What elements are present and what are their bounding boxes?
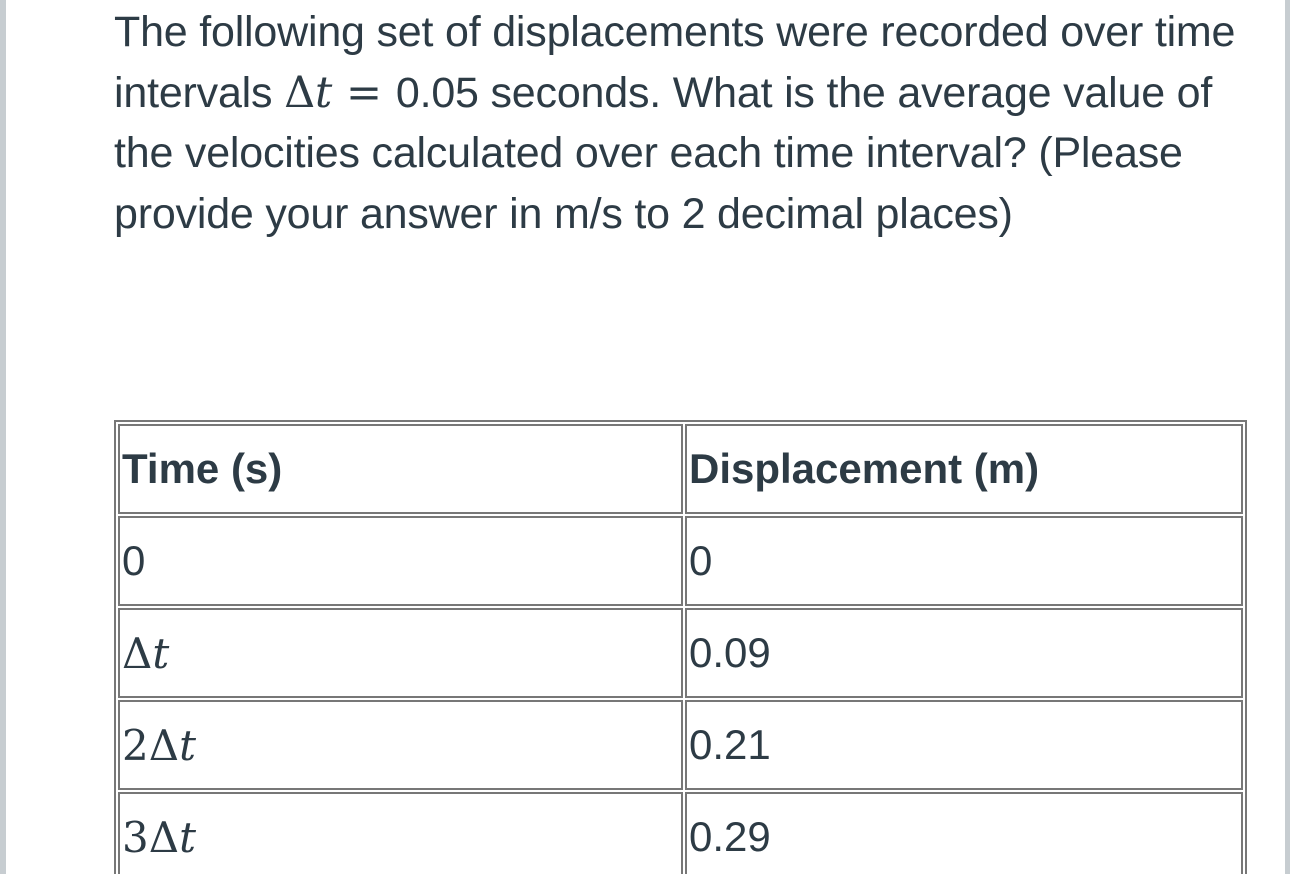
header-time: Time (s) <box>118 424 683 514</box>
time-t: t <box>152 628 170 678</box>
table-row: 0 0 <box>118 516 1243 606</box>
time-coef: 2 <box>122 720 149 770</box>
time-cell: Δt <box>118 608 683 698</box>
time-t: t <box>179 812 196 862</box>
question-part-2: 0.05 seconds. What is the average value … <box>114 68 1213 238</box>
table-row: 2Δt 0.21 <box>118 700 1243 790</box>
time-value: 0 <box>122 537 146 584</box>
time-delta: Δ <box>122 628 153 678</box>
time-coef: 3 <box>122 812 149 862</box>
displacement-cell: 0 <box>685 516 1243 606</box>
displacement-cell: 0.21 <box>685 700 1243 790</box>
math-delta: Δ <box>284 67 315 118</box>
table-row: Δt 0.09 <box>118 608 1243 698</box>
time-delta: Δ <box>148 720 180 770</box>
time-cell: 3Δt <box>118 792 683 874</box>
time-cell: 0 <box>118 516 683 606</box>
header-displacement: Displacement (m) <box>685 424 1243 514</box>
question-part-1: The following set of displacements were … <box>114 8 1236 117</box>
left-border <box>0 0 6 874</box>
time-delta: Δ <box>148 812 180 862</box>
table-header-row: Time (s) Displacement (m) <box>118 424 1243 514</box>
time-t: t <box>179 720 196 770</box>
question-text: The following set of displacements were … <box>114 2 1244 244</box>
displacement-cell: 0.29 <box>685 792 1243 874</box>
time-cell: 2Δt <box>118 700 683 790</box>
displacement-table: Time (s) Displacement (m) 0 0 Δt 0.09 2Δ… <box>114 420 1247 874</box>
table-row: 3Δt 0.29 <box>118 792 1243 874</box>
delta-t-expression: Δt = <box>284 68 396 118</box>
right-border <box>1285 0 1290 874</box>
math-equals: = <box>346 67 382 118</box>
math-t: t <box>314 67 333 118</box>
displacement-cell: 0.09 <box>685 608 1243 698</box>
